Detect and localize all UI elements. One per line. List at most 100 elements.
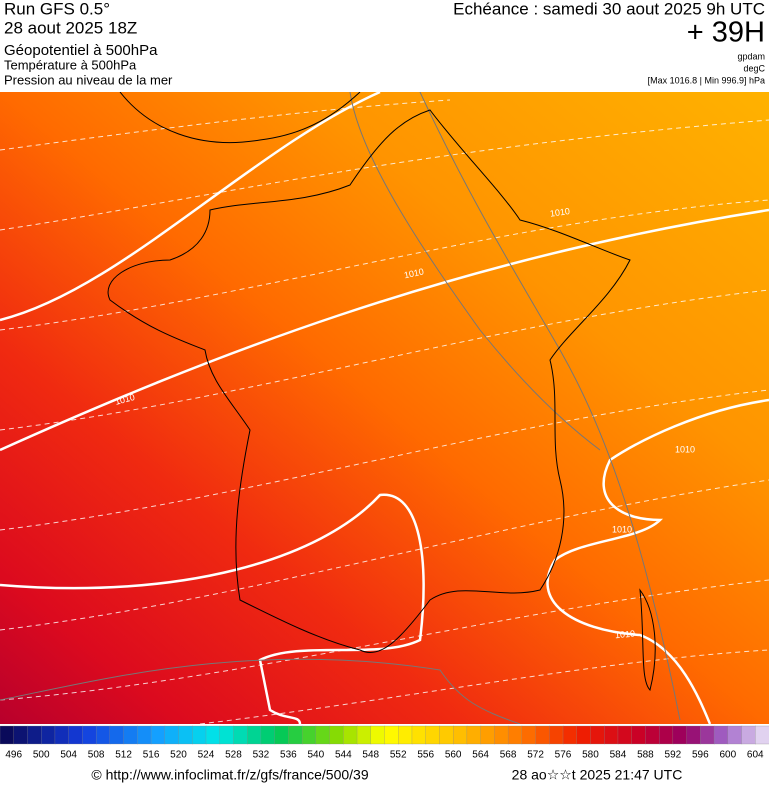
- field-title: Température à 500hPa: [4, 57, 137, 72]
- scale-swatch: [123, 725, 138, 745]
- scale-swatch: [576, 725, 592, 745]
- scale-label: 552: [390, 750, 407, 761]
- scale-swatch: [260, 725, 276, 745]
- scale-swatch: [356, 725, 372, 745]
- scale-swatch: [288, 725, 303, 745]
- scale-swatch: [741, 725, 756, 745]
- scale-swatch: [562, 725, 578, 745]
- scale-label: 600: [719, 750, 736, 761]
- scale-swatch: [411, 725, 427, 745]
- pressure-range: [Max 1016.8 | Min 996.9] hPa: [648, 75, 765, 85]
- scale-swatch: [41, 725, 56, 745]
- scale-label: 496: [5, 750, 22, 761]
- color-scale: 496 500 504 508 512 516 520 524 528 532 536 540 544 5…: [0, 725, 769, 761]
- scale-label: 556: [417, 750, 434, 761]
- scale-swatch: [713, 725, 729, 745]
- scale-swatch: [384, 725, 399, 745]
- scale-label: 564: [472, 750, 489, 761]
- scale-swatch: [233, 725, 248, 745]
- scale-label: 568: [500, 750, 517, 761]
- run-date: 28 aout 2025 18Z: [4, 18, 137, 37]
- scale-label: 504: [60, 750, 77, 761]
- scale-label: 576: [555, 750, 572, 761]
- scale-swatch: [494, 725, 509, 745]
- scale-swatch: [0, 725, 15, 745]
- scale-swatch: [631, 725, 647, 745]
- scale-swatch: [343, 725, 358, 745]
- isobar-label: 1010: [612, 524, 632, 534]
- scale-swatch: [150, 725, 166, 745]
- scale-swatch: [329, 725, 344, 745]
- isobar-label: 1010: [615, 629, 636, 641]
- scale-label: 508: [88, 750, 105, 761]
- scale-swatch: [109, 725, 125, 745]
- scale-swatch: [178, 725, 193, 745]
- scale-label: 548: [362, 750, 379, 761]
- scale-swatch: [164, 725, 180, 745]
- scale-label: 560: [445, 750, 462, 761]
- scale-swatch: [604, 725, 619, 745]
- scale-swatch: [315, 725, 331, 745]
- borders: [107, 92, 656, 691]
- scale-label: 540: [307, 750, 324, 761]
- scale-swatch: [13, 725, 29, 745]
- scale-swatch: [521, 725, 537, 745]
- valid-time: Echéance : samedi 30 aout 2025 9h UTC: [453, 0, 765, 18]
- scale-swatch: [137, 725, 152, 745]
- scale-label: 588: [637, 750, 654, 761]
- scale-swatch: [425, 725, 441, 745]
- scale-swatch: [398, 725, 413, 745]
- scale-swatch: [535, 725, 550, 745]
- scale-label: 516: [143, 750, 160, 761]
- scale-swatch: [617, 725, 633, 745]
- scale-label: 532: [253, 750, 270, 761]
- scale-label: 528: [225, 750, 242, 761]
- scale-label: 592: [665, 750, 682, 761]
- secondary-isobars: [0, 92, 681, 724]
- unit: degC: [743, 63, 765, 73]
- scale-swatch: [192, 725, 207, 745]
- scale-swatch: [370, 725, 386, 745]
- scale-swatch: [658, 725, 674, 745]
- isobar-label: 1010: [675, 444, 695, 454]
- field-title: Pression au niveau de la mer: [4, 72, 173, 87]
- scale-swatch: [549, 725, 564, 745]
- scale-label: 536: [280, 750, 297, 761]
- scale-label: 596: [692, 750, 709, 761]
- unit: gpdam: [737, 51, 765, 61]
- scale-swatch: [95, 725, 111, 745]
- scale-label: 512: [115, 750, 132, 761]
- scale-label: 604: [747, 750, 764, 761]
- scale-swatch: [54, 725, 70, 745]
- scale-label: 584: [610, 750, 627, 761]
- scale-swatch: [507, 725, 523, 745]
- scale-swatch: [453, 725, 468, 745]
- scale-label: 544: [335, 750, 352, 761]
- scale-swatch: [301, 725, 317, 745]
- scale-swatch: [247, 725, 262, 745]
- scale-label: 520: [170, 750, 187, 761]
- isotherms: [0, 99, 769, 724]
- scale-swatch: [755, 725, 769, 745]
- scale-swatch: [672, 725, 688, 745]
- scale-label: 524: [198, 750, 215, 761]
- scale-label: 580: [582, 750, 599, 761]
- source-url: © http://www.infoclimat.fr/z/gfs/france/…: [91, 767, 368, 783]
- scale-swatch: [68, 725, 84, 745]
- scale-swatch: [480, 725, 496, 745]
- scale-label: 500: [33, 750, 50, 761]
- scale-swatch: [727, 725, 743, 745]
- scale-swatch: [274, 725, 290, 745]
- scale-label: 572: [527, 750, 544, 761]
- scale-swatch: [700, 725, 715, 745]
- scale-swatch: [82, 725, 97, 745]
- scale-swatch: [686, 725, 701, 745]
- scale-swatch: [27, 725, 42, 745]
- scale-swatch: [205, 725, 221, 745]
- isobar-label: 1010: [549, 206, 570, 219]
- timestamp: 28 ao☆☆t 2025 21:47 UTC: [512, 767, 683, 783]
- run: Run GFS 0.5°: [4, 0, 110, 18]
